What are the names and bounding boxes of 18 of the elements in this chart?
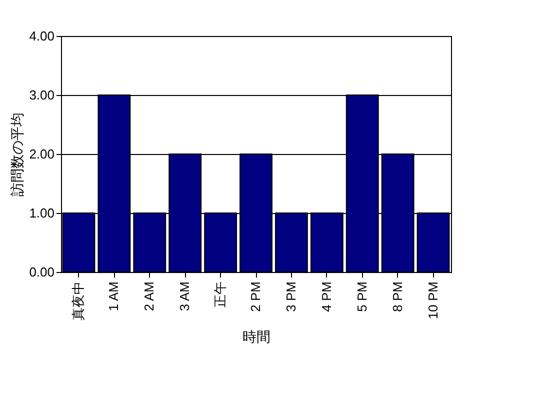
x-tick-label: 2 AM xyxy=(142,282,157,312)
x-tick-label: 4 PM xyxy=(318,282,334,312)
y-tick-label: 3.00 xyxy=(29,88,54,102)
y-tick-label: 1.00 xyxy=(29,206,54,220)
y-tick-label: 0.00 xyxy=(29,264,54,280)
x-tick-label: 10 PM xyxy=(425,282,440,320)
y-tick-label: 4.00 xyxy=(29,28,54,44)
x-tick-label: 1 AM xyxy=(106,282,122,312)
x-tick-label: 正午 xyxy=(212,282,228,308)
x-tick-label: 8 PM xyxy=(390,282,405,312)
x-tick-label: 真夜中 xyxy=(70,282,86,320)
y-axis-title: 訪問数の平均 xyxy=(9,112,26,196)
x-tick-label: 3 PM xyxy=(283,282,298,312)
x-tick-label: 2 PM xyxy=(248,282,263,312)
x-tick-label: 3 AM xyxy=(177,282,192,312)
x-axis-title: 時間 xyxy=(242,328,270,344)
y-tick-label: 2.00 xyxy=(29,146,54,162)
x-tick-label: 5 PM xyxy=(354,282,370,312)
